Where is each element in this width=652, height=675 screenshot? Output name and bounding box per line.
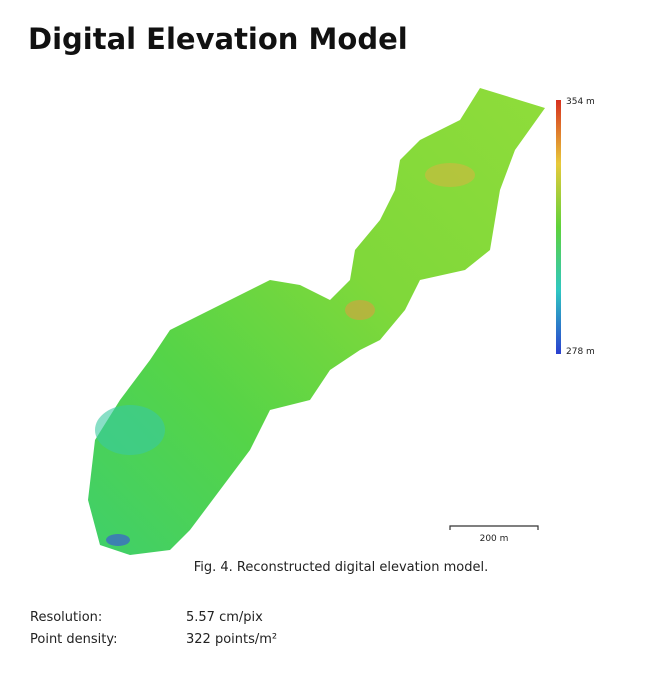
color-bar: [556, 100, 561, 354]
figure-caption: Fig. 4. Reconstructed digital elevation …: [193, 560, 489, 575]
row-value: 322 points/m²: [186, 632, 278, 647]
table-row: Resolution: 5.57 cm/pix: [28, 608, 279, 630]
row-value: 5.57 cm/pix: [186, 610, 263, 625]
scale-bar: [449, 525, 539, 530]
legend-max: 354 m: [566, 97, 595, 107]
row-label: Resolution:: [30, 610, 103, 625]
stats-table: Resolution: 5.57 cm/pix Point density: 3…: [28, 608, 279, 652]
page-title: Digital Elevation Model: [28, 22, 408, 56]
dem-figure: 354 m 278 m 200 m: [88, 88, 595, 555]
dem-surface: [88, 88, 545, 555]
dem-patch: [95, 405, 165, 455]
legend-min: 278 m: [566, 347, 595, 357]
row-label: Point density:: [30, 632, 118, 647]
table-row: Point density: 322 points/m²: [28, 630, 279, 652]
dem-patch: [106, 534, 130, 546]
dem-patch: [425, 163, 475, 187]
dem-patch: [345, 300, 375, 320]
scale-label: 200 m: [480, 534, 509, 544]
